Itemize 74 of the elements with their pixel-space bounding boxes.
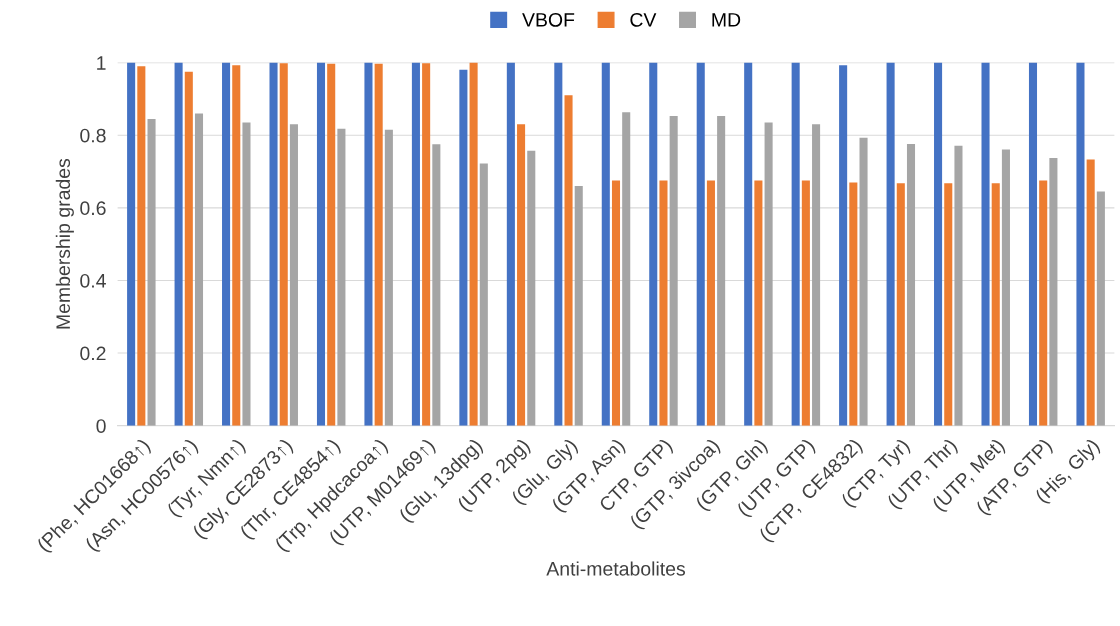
bar — [649, 62, 658, 426]
bar — [327, 63, 336, 426]
bar — [611, 180, 621, 426]
bar — [527, 150, 536, 426]
bar — [232, 65, 241, 426]
bar — [706, 180, 715, 426]
legend-label: VBOF — [522, 12, 575, 27]
bar — [479, 163, 488, 426]
bar — [1086, 159, 1095, 426]
bar — [469, 62, 478, 426]
bar — [364, 62, 373, 426]
bar — [174, 62, 183, 426]
y-axis-title: Membership grades — [55, 158, 74, 329]
bar — [554, 62, 563, 426]
bar — [374, 63, 383, 426]
bar — [1076, 62, 1085, 426]
bar — [669, 115, 678, 426]
bar — [222, 62, 231, 426]
bar — [459, 69, 468, 426]
bar — [981, 62, 990, 426]
bar — [696, 62, 705, 426]
bar — [812, 124, 821, 426]
bar — [422, 63, 431, 426]
bar — [1096, 191, 1105, 426]
y-tick-label: 0.4 — [80, 273, 106, 288]
bar — [506, 62, 515, 426]
bar — [517, 124, 526, 426]
x-axis-title: Anti-metabolites — [546, 561, 686, 576]
bar — [127, 62, 136, 426]
bar — [1039, 180, 1048, 426]
bar — [1028, 62, 1038, 426]
legend-label: MD — [712, 13, 741, 27]
bar — [954, 145, 963, 426]
bar — [791, 62, 800, 426]
bar — [564, 95, 573, 426]
bar — [839, 65, 848, 426]
bar — [886, 62, 895, 426]
bar — [1049, 158, 1058, 426]
y-tick-label: 1 — [97, 56, 106, 70]
bar — [1001, 149, 1010, 426]
bar — [184, 71, 193, 426]
bar — [601, 62, 610, 426]
y-tick-label: 0.2 — [80, 346, 106, 361]
bar — [944, 183, 953, 426]
bar — [934, 62, 943, 426]
bar — [717, 115, 726, 426]
bar — [242, 122, 251, 426]
y-tick-label: 0.6 — [80, 201, 106, 216]
y-tick-label: 0 — [96, 419, 106, 433]
bar — [991, 183, 1000, 426]
bar — [269, 62, 278, 426]
bar — [896, 183, 905, 426]
bar — [574, 186, 583, 426]
bar — [289, 124, 298, 426]
bar — [906, 143, 916, 426]
bar — [316, 62, 326, 426]
bar — [432, 144, 441, 426]
bar — [622, 112, 631, 426]
bar — [801, 180, 810, 426]
bar — [194, 113, 204, 426]
bar — [384, 129, 393, 426]
y-tick-label: 0.8 — [80, 128, 106, 143]
bar — [764, 122, 773, 426]
bar — [337, 128, 346, 426]
bar — [859, 137, 868, 426]
bar — [279, 63, 288, 426]
bar — [659, 180, 668, 426]
bar — [411, 62, 420, 426]
bar — [849, 182, 858, 426]
bar — [744, 62, 753, 426]
legend-label: CV — [630, 12, 657, 27]
bar — [137, 66, 146, 426]
bar — [147, 118, 156, 426]
bar — [754, 180, 763, 426]
